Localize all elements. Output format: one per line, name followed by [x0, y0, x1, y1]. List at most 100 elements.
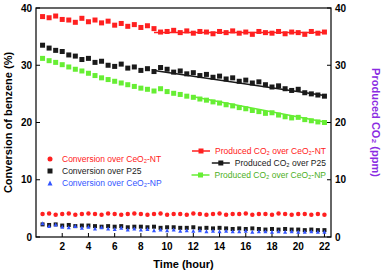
- x-tick: [167, 233, 168, 237]
- data-point: [100, 225, 104, 229]
- data-point: [73, 224, 77, 228]
- data-point: [243, 78, 248, 83]
- data-point: [53, 212, 58, 217]
- data-point: [250, 32, 255, 37]
- data-point: [138, 68, 143, 73]
- x-tick: [245, 233, 246, 237]
- data-point: [309, 229, 313, 233]
- series-5: [41, 221, 327, 234]
- data-point: [112, 23, 117, 28]
- data-point: [263, 212, 268, 217]
- data-point: [47, 46, 52, 51]
- y-tick-label: 0: [26, 232, 32, 243]
- data-point: [198, 228, 202, 232]
- legend-label: Conversion over P25: [62, 166, 142, 176]
- data-point: [125, 82, 130, 87]
- legend-label: Produced CO₂ over CeO₂-NP: [215, 170, 327, 180]
- data-point: [237, 31, 242, 36]
- data-point: [322, 30, 327, 35]
- series-4: [41, 222, 327, 232]
- data-point: [178, 212, 183, 217]
- series-1: [40, 43, 327, 99]
- x-tick-label: 14: [214, 241, 226, 252]
- x-tick-label: 20: [293, 241, 305, 252]
- legend-item: Conversion over CeO₂-NT: [48, 154, 162, 164]
- data-point: [145, 87, 150, 92]
- data-point: [289, 30, 294, 35]
- y2-tick: [327, 122, 331, 123]
- data-point: [250, 230, 254, 234]
- data-point: [60, 17, 65, 22]
- data-point: [217, 211, 222, 216]
- data-point: [243, 30, 248, 35]
- data-point: [217, 74, 222, 79]
- data-point: [152, 228, 156, 232]
- data-point: [302, 117, 307, 122]
- y-tick: [36, 179, 40, 180]
- data-point: [67, 211, 72, 216]
- data-point: [276, 29, 281, 34]
- data-point: [86, 225, 90, 229]
- x-tick-label: 4: [86, 241, 92, 252]
- y2-tick-label: 10: [335, 174, 347, 185]
- data-point: [165, 89, 170, 94]
- legend-item: Produced CO₂ over CeO₂-NP: [192, 170, 327, 180]
- y2-tick-label: 30: [335, 60, 347, 71]
- data-point: [230, 28, 235, 33]
- data-point: [204, 229, 208, 233]
- data-point: [165, 67, 170, 72]
- data-point: [316, 212, 321, 217]
- series-2: [40, 56, 327, 125]
- data-point: [60, 62, 65, 67]
- data-point: [66, 52, 71, 57]
- data-point: [211, 229, 215, 233]
- legend-label: Conversion over CeO₂-NT: [62, 154, 161, 164]
- data-point: [204, 30, 209, 35]
- legend-item: Produced CO₂ over CeO₂-NT: [192, 146, 326, 156]
- data-point: [322, 94, 327, 99]
- x-tick-label: 12: [188, 241, 200, 252]
- legend-label: Produced CO₂ over CeO₂-NT: [215, 146, 326, 156]
- data-point: [237, 212, 242, 217]
- legend-label: Conversion over CeO₂-NP: [62, 178, 162, 188]
- x-tick: [193, 233, 194, 237]
- y-tick-label: 40: [21, 3, 33, 14]
- x-tick-label: 6: [112, 241, 118, 252]
- data-point: [152, 69, 157, 74]
- data-point: [263, 111, 268, 116]
- data-point: [309, 91, 314, 96]
- data-point: [270, 31, 275, 36]
- data-point: [322, 230, 326, 234]
- legend-marker: [48, 157, 53, 162]
- data-point: [126, 228, 130, 232]
- data-point: [40, 14, 45, 19]
- data-point: [159, 228, 163, 232]
- data-point: [53, 60, 58, 65]
- data-point: [303, 212, 308, 217]
- data-point: [283, 86, 288, 91]
- data-point: [211, 212, 216, 217]
- y-tick-label: 20: [21, 117, 33, 128]
- data-point: [322, 120, 327, 125]
- data-point: [73, 224, 77, 228]
- data-point: [191, 31, 196, 36]
- trend-line: [193, 97, 324, 122]
- data-point: [315, 93, 320, 98]
- data-point: [41, 221, 45, 225]
- plot-frame: [36, 8, 331, 237]
- data-point: [79, 16, 84, 21]
- legend-item: Produced CO₂ over P25: [212, 158, 326, 168]
- data-point: [145, 23, 150, 28]
- data-point: [191, 229, 195, 233]
- data-point: [185, 228, 189, 232]
- data-point: [165, 212, 170, 217]
- data-point: [165, 228, 169, 232]
- data-point: [218, 226, 222, 230]
- legend-marker: [198, 173, 203, 178]
- data-point: [303, 230, 307, 234]
- data-point: [211, 75, 216, 80]
- data-point: [231, 229, 235, 233]
- data-point: [60, 212, 65, 217]
- data-point: [256, 109, 261, 114]
- data-point: [191, 211, 196, 216]
